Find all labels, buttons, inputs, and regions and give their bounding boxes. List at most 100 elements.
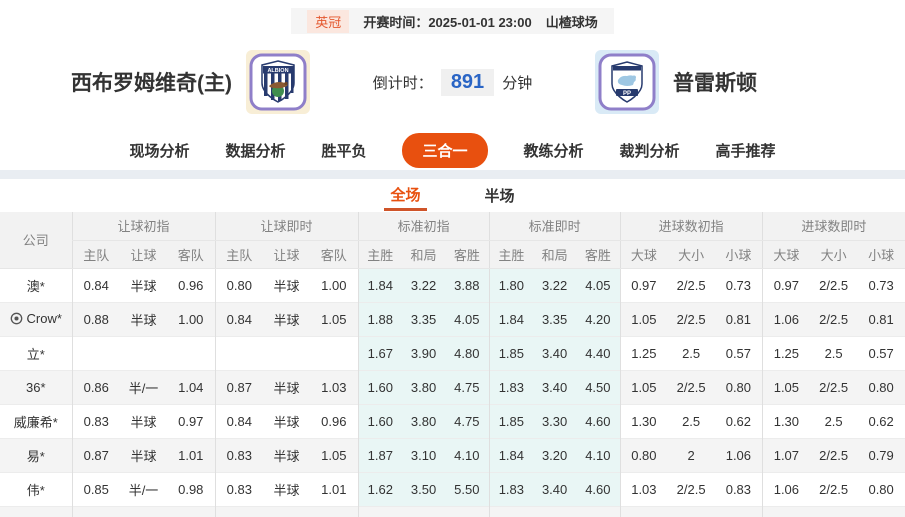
countdown-label: 倒计时：: [372, 74, 433, 92]
odds-cell-empty: [715, 505, 763, 517]
odds-cell-goals_live: 2/2.5: [810, 301, 858, 336]
odds-cell-handicap_live: [214, 335, 264, 370]
odds-cell-handicap_initial: 0.87: [71, 437, 120, 472]
company-name: 36*: [25, 379, 46, 395]
odds-cell-handicap_live: 1.05: [310, 437, 359, 472]
company-cell[interactable]: 威廉希*: [0, 403, 72, 438]
company-name: 威廉希*: [13, 414, 58, 430]
odds-cell-empty: [120, 505, 167, 517]
odds-cell-std_initial: 4.10: [445, 437, 490, 472]
odds-cell-goals_initial: 1.06: [715, 437, 763, 472]
odds-cell-handicap_initial: 0.98: [167, 471, 216, 506]
company-cell[interactable]: 澳*: [0, 267, 72, 302]
odds-cell-empty: [167, 505, 216, 517]
odds-cell-goals_live: 2.5: [810, 403, 858, 438]
odds-cell-std_initial: 1.60: [357, 403, 403, 438]
nav-tab-0[interactable]: 现场分析: [129, 142, 190, 160]
odds-cell-handicap_initial: 0.86: [71, 369, 120, 404]
odds-cell-std_live: 3.22: [533, 267, 577, 302]
venue-name: 山楂球场: [545, 14, 598, 30]
company-name: 易*: [26, 448, 45, 464]
odds-cell-std_initial: 3.22: [402, 267, 446, 302]
group-header-4: 进球数初指: [619, 212, 763, 241]
odds-cell-std_initial: 3.90: [402, 335, 446, 370]
odds-cell-goals_live: 0.80: [857, 369, 905, 404]
home-team-logo[interactable]: ALBION: [246, 50, 310, 114]
nav-tab-1[interactable]: 数据分析: [225, 142, 286, 160]
table-row: 36* 0.86 半/一 1.04 0.87 半球 1.03 1.60 3.80 4.75 1.83…: [0, 369, 905, 404]
odds-cell-handicap_initial: 0.85: [71, 471, 120, 506]
nav-tab-5[interactable]: 裁判分析: [619, 142, 680, 160]
odds-cell-std_initial: 3.80: [402, 403, 446, 438]
kickoff-value: 2025-01-01 23:00: [428, 14, 532, 30]
odds-cell-handicap_initial: 半/一: [120, 369, 167, 404]
subtab-1[interactable]: 半场: [484, 188, 515, 205]
sub-header: 客胜: [445, 240, 490, 269]
odds-cell-handicap_live: 1.05: [310, 301, 359, 336]
away-team: PP 普雷斯顿: [595, 50, 905, 114]
odds-cell-handicap_initial: 0.97: [167, 403, 216, 438]
odds-cell-handicap_live: 半球: [263, 437, 311, 472]
odds-cell-empty: [263, 505, 311, 517]
company-column-header: 公司: [0, 212, 72, 269]
company-cell[interactable]: 易*: [0, 437, 72, 472]
odds-cell-empty: [357, 505, 403, 517]
odds-cell-goals_live: 1.06: [761, 301, 811, 336]
odds-cell-empty: [402, 505, 446, 517]
odds-cell-goals_initial: 2.5: [667, 335, 716, 370]
odds-cell-std_initial: 1.88: [357, 301, 403, 336]
odds-cell-goals_live: 2.5: [810, 335, 858, 370]
subtab-0[interactable]: 全场: [384, 181, 427, 211]
odds-cell-std_initial: 1.84: [357, 267, 403, 302]
sub-header: 主队: [214, 240, 264, 269]
league-badge[interactable]: 英冠: [307, 9, 350, 33]
odds-cell-std_live: 1.84: [488, 301, 534, 336]
odds-cell-handicap_initial: 0.96: [167, 267, 216, 302]
group-header-0: 让球初指: [71, 212, 216, 241]
table-row: 伟* 0.85 半/一 0.98 0.83 半球 1.01 1.62 3.50 5.50 1.83 3…: [0, 471, 905, 506]
sub-header: 客队: [310, 240, 359, 269]
odds-cell-goals_initial: 1.05: [619, 301, 668, 336]
period-subtabs: 全场 半场: [0, 179, 905, 212]
company-cell[interactable]: Crow*: [0, 301, 72, 336]
odds-cell-handicap_initial: 0.83: [71, 403, 120, 438]
company-cell[interactable]: 伟*: [0, 471, 72, 506]
nav-tab-2[interactable]: 胜平负: [321, 142, 367, 160]
odds-cell-handicap_live: 半球: [263, 471, 311, 506]
odds-cell-goals_initial: 2/2.5: [667, 369, 716, 404]
table-row: 立* 1.67 3.90 4.80 1.85 3.40 4.40 1.25 2.5 0.57 1.2…: [0, 335, 905, 370]
odds-cell-handicap_initial: 半球: [120, 301, 167, 336]
odds-cell-std_initial: 4.80: [445, 335, 490, 370]
table-row: 澳* 0.84 半球 0.96 0.80 半球 1.00 1.84 3.22 3.88 1.80 3.…: [0, 267, 905, 302]
nav-tab-6[interactable]: 高手推荐: [715, 142, 776, 160]
odds-cell-handicap_initial: [71, 335, 120, 370]
odds-cell-empty: [576, 505, 621, 517]
odds-cell-handicap_live: 半球: [263, 369, 311, 404]
odds-cell-handicap_initial: 1.01: [167, 437, 216, 472]
nav-tabs: 现场分析 数据分析 胜平负 三合一 教练分析 裁判分析 高手推荐: [0, 130, 905, 170]
company-cell[interactable]: 立*: [0, 335, 72, 370]
sub-header: 客队: [167, 240, 216, 269]
odds-cell-std_initial: 1.62: [357, 471, 403, 506]
nav-tab-4[interactable]: 教练分析: [523, 142, 584, 160]
odds-cell-std_live: 4.10: [576, 437, 621, 472]
odds-cell-goals_live: 2/2.5: [810, 369, 858, 404]
countdown: 倒计时： 891 分钟: [310, 68, 595, 96]
svg-text:ALBION: ALBION: [267, 68, 288, 74]
away-team-logo[interactable]: PP: [595, 50, 659, 114]
home-team-name[interactable]: 西布罗姆维奇(主): [71, 72, 232, 95]
nav-tab-3[interactable]: 三合一: [402, 132, 488, 168]
company-cell[interactable]: 36*: [0, 369, 72, 404]
odds-cell-goals_initial: 1.25: [619, 335, 668, 370]
preston-crest-icon: PP: [598, 53, 656, 111]
odds-cell-std_live: 1.83: [488, 369, 534, 404]
away-team-name[interactable]: 普雷斯顿: [673, 72, 757, 95]
odds-cell-goals_initial: 2/2.5: [667, 267, 716, 302]
odds-cell-goals_live: 1.06: [761, 471, 811, 506]
odds-cell-goals_initial: 0.80: [619, 437, 668, 472]
company-name: 伟*: [26, 482, 45, 498]
odds-cell-handicap_live: 0.84: [214, 403, 264, 438]
odds-cell-handicap_live: 半球: [263, 267, 311, 302]
countdown-unit: 分钟: [502, 74, 533, 92]
odds-cell-handicap_initial: 半/一: [120, 471, 167, 506]
